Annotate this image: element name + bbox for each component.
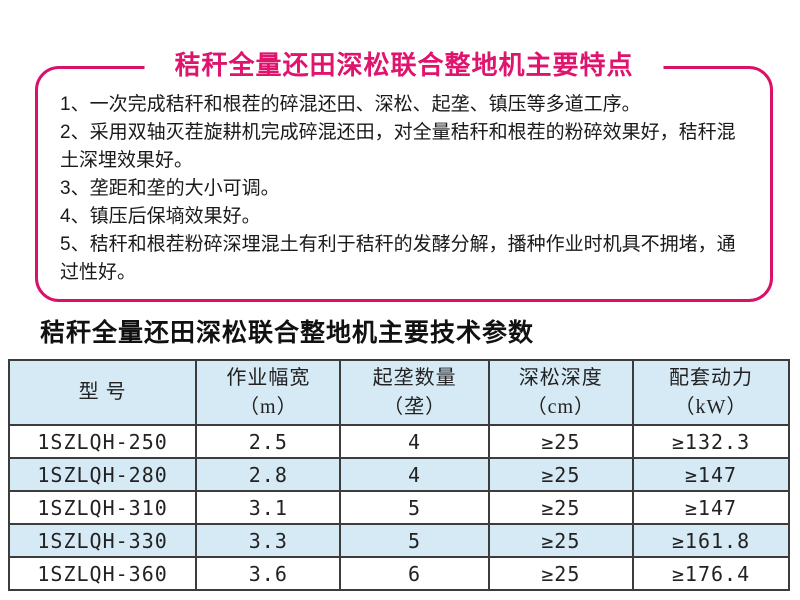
spec-section-heading: 秸秆全量还田深松联合整地机主要技术参数 (40, 320, 535, 347)
value-cell: 6 (339, 556, 490, 591)
column-header: 作业幅宽 （m） (195, 359, 342, 426)
features-box: 秸秆全量还田深松联合整地机主要特点 1、一次完成秸秆和根茬的碎混还田、深松、起垄… (35, 48, 773, 302)
value-cell: 5 (339, 523, 490, 558)
column-header: 配套动力 （kW） (631, 359, 791, 426)
spec-table-header-row: 型 号 作业幅宽 （m） 起垄数量 （垄） 深松深度 （cm） 配套动力 （kW） (7, 359, 791, 426)
value-cell: 4 (339, 457, 490, 492)
column-header-label: 起垄数量 (372, 366, 457, 389)
column-header-label: 深松深度 (518, 366, 603, 389)
value-cell: ≥147 (631, 457, 791, 492)
value-cell: ≥147 (631, 490, 791, 525)
column-header-unit: （m） (239, 395, 298, 418)
feature-item: 2、采用双轴灭茬旋耕机完成碎混还田，对全量秸秆和根茬的粉碎效果好，秸秆混土深埋效… (60, 122, 736, 171)
table-row: 1SZLQH-280 2.8 4 ≥25 ≥147 (7, 457, 791, 492)
value-cell: ≥176.4 (631, 556, 791, 591)
value-cell: 3.3 (195, 523, 342, 558)
value-cell: 5 (339, 490, 490, 525)
table-row: 1SZLQH-330 3.3 5 ≥25 ≥161.8 (7, 523, 791, 558)
value-cell: ≥132.3 (631, 424, 791, 459)
model-cell: 1SZLQH-330 (7, 523, 198, 558)
feature-item: 4、镇压后保墒效果好。 (60, 206, 261, 227)
value-cell: 2.5 (195, 424, 342, 459)
value-cell: ≥25 (487, 556, 634, 591)
model-cell: 1SZLQH-250 (7, 424, 198, 459)
value-cell: 2.8 (195, 457, 342, 492)
column-header-label: 作业幅宽 (226, 366, 311, 389)
value-cell: 4 (339, 424, 490, 459)
column-header: 深松深度 （cm） (487, 359, 634, 426)
feature-item: 5、秸秆和根茬粉碎深埋混土有利于秸秆的发酵分解，播种作业时机具不拥堵，通过性好。 (60, 234, 736, 283)
column-header: 起垄数量 （垄） (339, 359, 490, 426)
column-header-label: 配套动力 (668, 366, 753, 389)
spec-table: 型 号 作业幅宽 （m） 起垄数量 （垄） 深松深度 （cm） 配套动力 （kW） 1SZLQH… (7, 359, 791, 591)
table-row: 1SZLQH-360 3.6 6 ≥25 ≥176.4 (7, 556, 791, 591)
features-list: 1、一次完成秸秆和根茬的碎混还田、深松、起垄、镇压等多道工序。 2、采用双轴灭茬旋… (60, 91, 748, 287)
value-cell: 3.6 (195, 556, 342, 591)
value-cell: ≥25 (487, 490, 634, 525)
features-box-title: 秸秆全量还田深松联合整地机主要特点 (144, 48, 664, 84)
value-cell: ≥161.8 (631, 523, 791, 558)
value-cell: ≥25 (487, 457, 634, 492)
table-row: 1SZLQH-310 3.1 5 ≥25 ≥147 (7, 490, 791, 525)
value-cell: ≥25 (487, 523, 634, 558)
column-header-unit: （垄） (383, 395, 447, 418)
model-cell: 1SZLQH-310 (7, 490, 198, 525)
model-cell: 1SZLQH-280 (7, 457, 198, 492)
model-cell: 1SZLQH-360 (7, 556, 198, 591)
value-cell: ≥25 (487, 424, 634, 459)
product-spec-sheet: 秸秆全量还田深松联合整地机主要特点 1、一次完成秸秆和根茬的碎混还田、深松、起垄… (0, 48, 800, 600)
column-header-unit: （kW） (674, 395, 748, 418)
feature-item: 3、垄距和垄的大小可调。 (60, 178, 280, 199)
feature-item: 1、一次完成秸秆和根茬的碎混还田、深松、起垄、镇压等多道工序。 (60, 94, 641, 115)
table-row: 1SZLQH-250 2.5 4 ≥25 ≥132.3 (7, 424, 791, 459)
column-header: 型 号 (7, 359, 198, 426)
column-header-unit: （cm） (526, 395, 596, 418)
spec-table-body: 1SZLQH-250 2.5 4 ≥25 ≥132.3 1SZLQH-280 2.8 4 ≥25… (7, 424, 791, 591)
value-cell: 3.1 (195, 490, 342, 525)
column-header-label: 型 号 (78, 381, 127, 403)
